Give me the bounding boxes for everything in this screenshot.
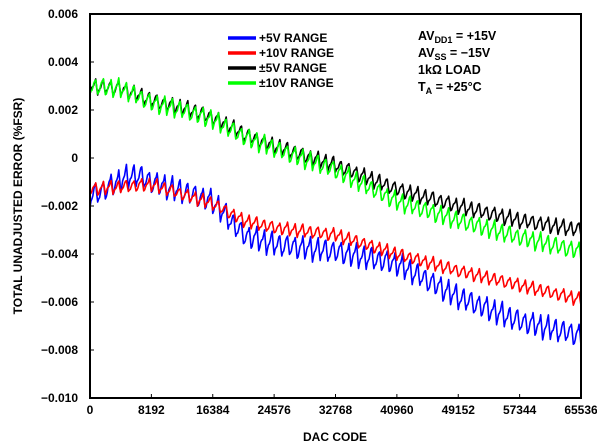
y-tick-label: −0.008 [41, 343, 78, 357]
condition-line: AVDD1 = +15V [418, 29, 497, 45]
x-axis-title: DAC CODE [303, 430, 367, 444]
y-tick-label: −0.004 [41, 247, 78, 261]
y-tick-label: 0.004 [48, 55, 78, 69]
y-tick-label: 0.006 [48, 7, 78, 21]
y-tick-label: −0.010 [41, 391, 78, 405]
legend-label: ±5V RANGE [259, 61, 327, 75]
condition-line: TA = +25°C [418, 80, 482, 96]
y-axis-title: TOTAL UNADJUSTED ERROR (%FSR) [11, 98, 25, 315]
x-tick-label: 24576 [257, 403, 291, 417]
tick-labels: 0 8192 16384 24576 32768 40960 49152 57344 65536… [41, 7, 597, 417]
x-tick-label: 49152 [442, 403, 476, 417]
x-tick-label: 16384 [196, 403, 230, 417]
legend-label: +5V RANGE [259, 31, 327, 45]
y-tick-label: −0.006 [41, 295, 78, 309]
condition-line: 1kΩ LOAD [418, 63, 481, 77]
x-tick-label: 32768 [319, 403, 353, 417]
y-tick-label: 0.002 [48, 103, 78, 117]
series-line [89, 163, 582, 346]
x-tick-label: 40960 [380, 403, 414, 417]
series-line [89, 177, 582, 306]
condition-line: AVSS = −15V [418, 46, 491, 62]
axis-ticks [89, 13, 582, 399]
y-tick-label: 0 [71, 151, 78, 165]
legend-label: ±10V RANGE [259, 76, 334, 90]
x-tick-label: 0 [87, 403, 94, 417]
legend: +5V RANGE+10V RANGE±5V RANGE±10V RANGE [228, 31, 334, 90]
x-tick-label: 57344 [503, 403, 537, 417]
legend-label: +10V RANGE [259, 46, 334, 60]
plot-series [89, 77, 582, 346]
x-tick-label: 65536 [564, 403, 597, 417]
series-line [89, 77, 582, 262]
plot-frame [89, 13, 582, 399]
y-tick-label: −0.002 [41, 199, 78, 213]
x-tick-label: 8192 [138, 403, 165, 417]
